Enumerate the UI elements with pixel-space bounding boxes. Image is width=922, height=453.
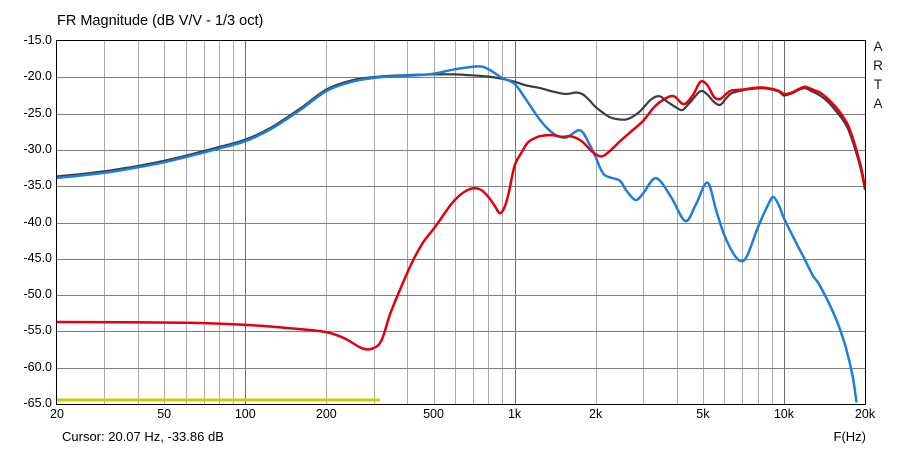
- fr-magnitude-chart[interactable]: [57, 41, 865, 404]
- x-axis-tick-label: 500: [423, 407, 444, 421]
- chart-title: FR Magnitude (dB V/V - 1/3 oct): [57, 13, 264, 29]
- y-axis-tick-label: -50.0: [23, 287, 53, 302]
- y-axis-tick-label: -45.0: [23, 250, 53, 265]
- x-axis-tick-label: 100: [234, 407, 256, 421]
- y-axis-tick-label: -35.0: [23, 178, 53, 193]
- y-axis-tick-label: -15.0: [23, 33, 53, 47]
- x-axis-tick-label: 10k: [773, 407, 794, 421]
- y-axis-tick-label: -40.0: [23, 214, 53, 229]
- gridlines: [57, 41, 865, 404]
- x-axis-unit-label: F(Hz): [833, 429, 867, 444]
- y-axis-tick-label: -25.0: [23, 105, 53, 120]
- cursor-readout: Cursor: 20.07 Hz, -33.86 dB: [62, 429, 224, 444]
- x-axis-tick-label: 5k: [696, 407, 710, 421]
- y-axis-tick-label: -60.0: [23, 359, 53, 374]
- trace-lowpass-response-blue: [57, 65, 858, 403]
- plot-area[interactable]: [56, 40, 866, 405]
- watermark-letter: A: [873, 96, 883, 111]
- watermark-letter: T: [873, 77, 883, 92]
- x-axis-tick-label: 20: [50, 407, 64, 421]
- y-axis-tick-label: -20.0: [23, 69, 53, 84]
- watermark-letter: A: [873, 39, 883, 54]
- trace-summed-response-black: [57, 73, 865, 191]
- trace-highpass-response-red: [57, 79, 865, 351]
- x-axis-tick-label: 20k: [854, 407, 876, 421]
- y-axis-tick-label: -65.0: [23, 396, 53, 410]
- y-axis-tick-label: -30.0: [23, 141, 53, 156]
- x-axis-tick-label: 50: [157, 407, 172, 421]
- x-axis-tick-label: 200: [315, 407, 337, 421]
- y-axis-tick-label: -55.0: [23, 323, 53, 338]
- x-axis-tick-label: 2k: [589, 407, 603, 421]
- watermark-letter: R: [873, 58, 883, 73]
- x-axis-tick-label: 1k: [507, 407, 522, 421]
